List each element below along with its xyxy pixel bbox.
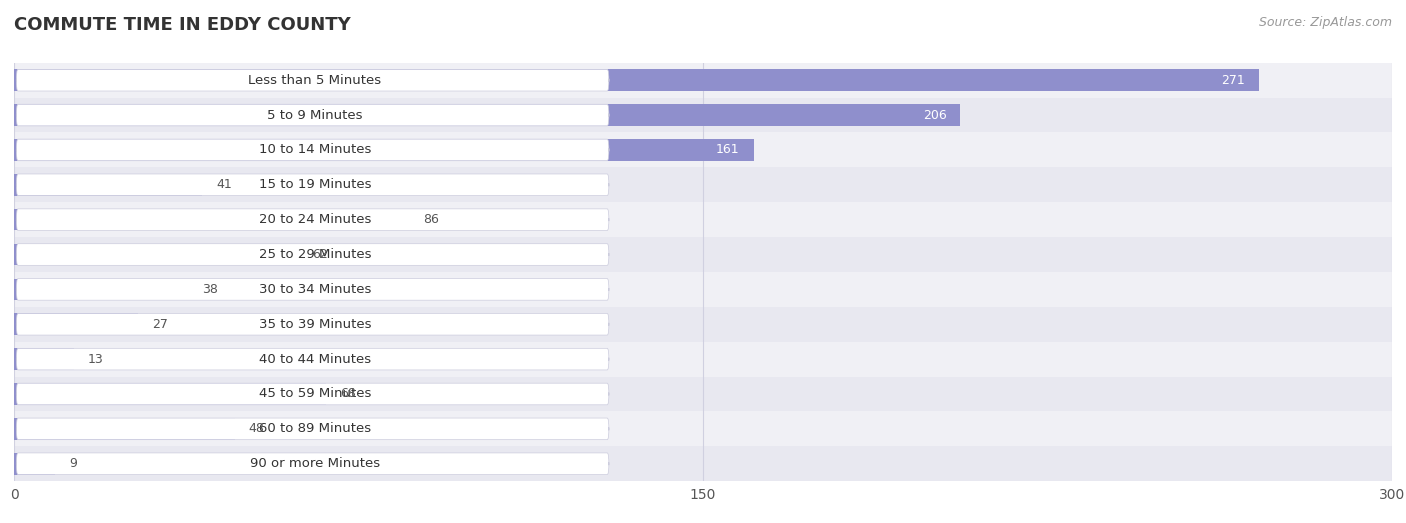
Bar — [14, 104, 960, 126]
Text: 68: 68 — [340, 388, 356, 401]
FancyBboxPatch shape — [17, 209, 609, 231]
Bar — [14, 202, 1392, 237]
Bar — [14, 383, 326, 405]
Text: 161: 161 — [716, 143, 740, 156]
Bar — [14, 342, 1392, 377]
Text: 10 to 14 Minutes: 10 to 14 Minutes — [259, 143, 371, 156]
Bar — [14, 446, 1392, 481]
Text: 48: 48 — [249, 423, 264, 435]
Text: 15 to 19 Minutes: 15 to 19 Minutes — [259, 178, 371, 191]
Bar — [14, 70, 1258, 91]
Text: 25 to 29 Minutes: 25 to 29 Minutes — [259, 248, 371, 261]
Text: 13: 13 — [87, 353, 103, 366]
Text: 20 to 24 Minutes: 20 to 24 Minutes — [259, 213, 371, 226]
Text: 86: 86 — [423, 213, 439, 226]
FancyBboxPatch shape — [17, 313, 609, 335]
Text: 62: 62 — [312, 248, 329, 261]
Text: 35 to 39 Minutes: 35 to 39 Minutes — [259, 318, 371, 331]
Text: Source: ZipAtlas.com: Source: ZipAtlas.com — [1258, 16, 1392, 29]
Bar — [14, 209, 409, 231]
Text: 90 or more Minutes: 90 or more Minutes — [250, 457, 380, 470]
FancyBboxPatch shape — [17, 348, 609, 370]
Bar — [14, 279, 188, 300]
Bar — [14, 307, 1392, 342]
Bar — [14, 167, 1392, 202]
Text: 38: 38 — [202, 283, 218, 296]
FancyBboxPatch shape — [17, 174, 609, 196]
Text: 45 to 59 Minutes: 45 to 59 Minutes — [259, 388, 371, 401]
Bar — [14, 453, 55, 474]
Bar — [14, 132, 1392, 167]
Text: 5 to 9 Minutes: 5 to 9 Minutes — [267, 109, 363, 121]
FancyBboxPatch shape — [17, 418, 609, 440]
Bar — [14, 244, 299, 265]
Text: COMMUTE TIME IN EDDY COUNTY: COMMUTE TIME IN EDDY COUNTY — [14, 16, 352, 33]
Text: Less than 5 Minutes: Less than 5 Minutes — [249, 74, 381, 87]
FancyBboxPatch shape — [17, 279, 609, 300]
Text: 40 to 44 Minutes: 40 to 44 Minutes — [259, 353, 371, 366]
FancyBboxPatch shape — [17, 104, 609, 126]
FancyBboxPatch shape — [17, 244, 609, 265]
Text: 30 to 34 Minutes: 30 to 34 Minutes — [259, 283, 371, 296]
Bar — [14, 348, 73, 370]
Text: 60 to 89 Minutes: 60 to 89 Minutes — [259, 423, 371, 435]
Bar — [14, 98, 1392, 132]
Text: 9: 9 — [69, 457, 77, 470]
FancyBboxPatch shape — [17, 453, 609, 474]
Bar — [14, 418, 235, 440]
Bar — [14, 377, 1392, 412]
Text: 27: 27 — [152, 318, 167, 331]
Text: 41: 41 — [217, 178, 232, 191]
FancyBboxPatch shape — [17, 70, 609, 91]
Bar — [14, 272, 1392, 307]
Text: 271: 271 — [1222, 74, 1244, 87]
Bar — [14, 237, 1392, 272]
FancyBboxPatch shape — [17, 383, 609, 405]
Bar — [14, 412, 1392, 446]
Bar — [14, 63, 1392, 98]
Bar — [14, 313, 138, 335]
Bar — [14, 139, 754, 161]
Text: 206: 206 — [922, 109, 946, 121]
FancyBboxPatch shape — [17, 139, 609, 161]
Bar — [14, 174, 202, 196]
